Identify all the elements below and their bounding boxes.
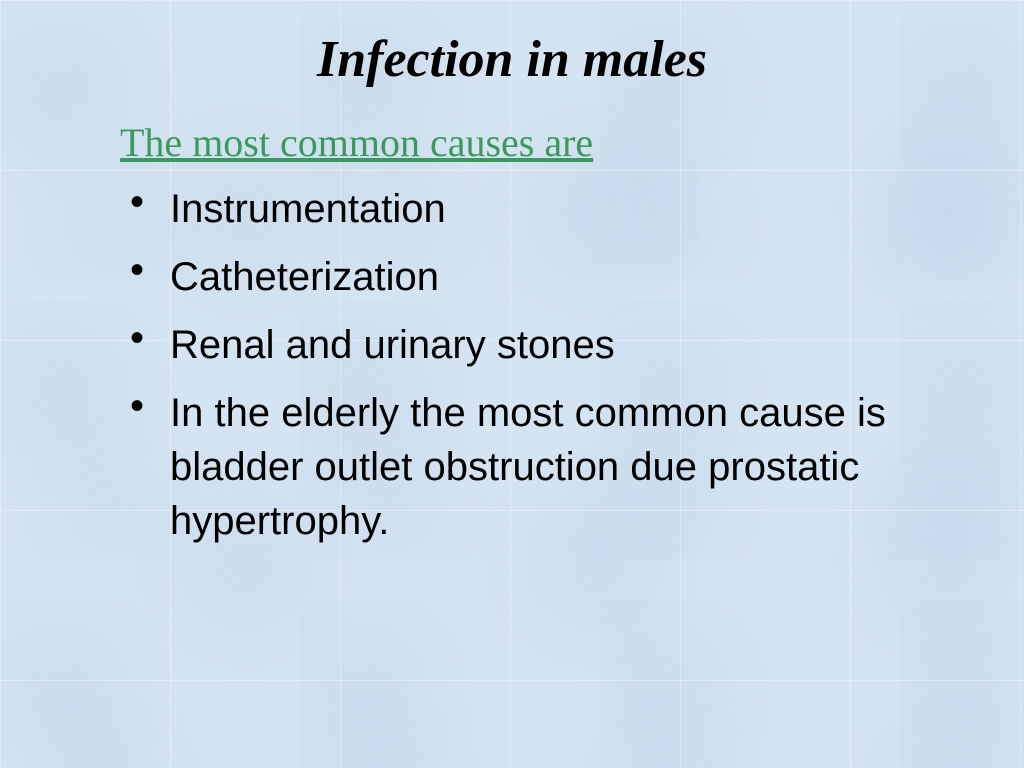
list-item: Instrumentation (120, 182, 924, 236)
bullet-list: Instrumentation Catheterization Renal an… (120, 182, 924, 548)
list-item: Catheterization (120, 250, 924, 304)
list-item: In the elderly the most common cause is … (120, 386, 924, 548)
slide-subtitle: The most common causes are (120, 119, 964, 166)
slide-container: Infection in males The most common cause… (0, 0, 1024, 768)
slide-title: Infection in males (60, 30, 964, 89)
list-item: Renal and urinary stones (120, 318, 924, 372)
